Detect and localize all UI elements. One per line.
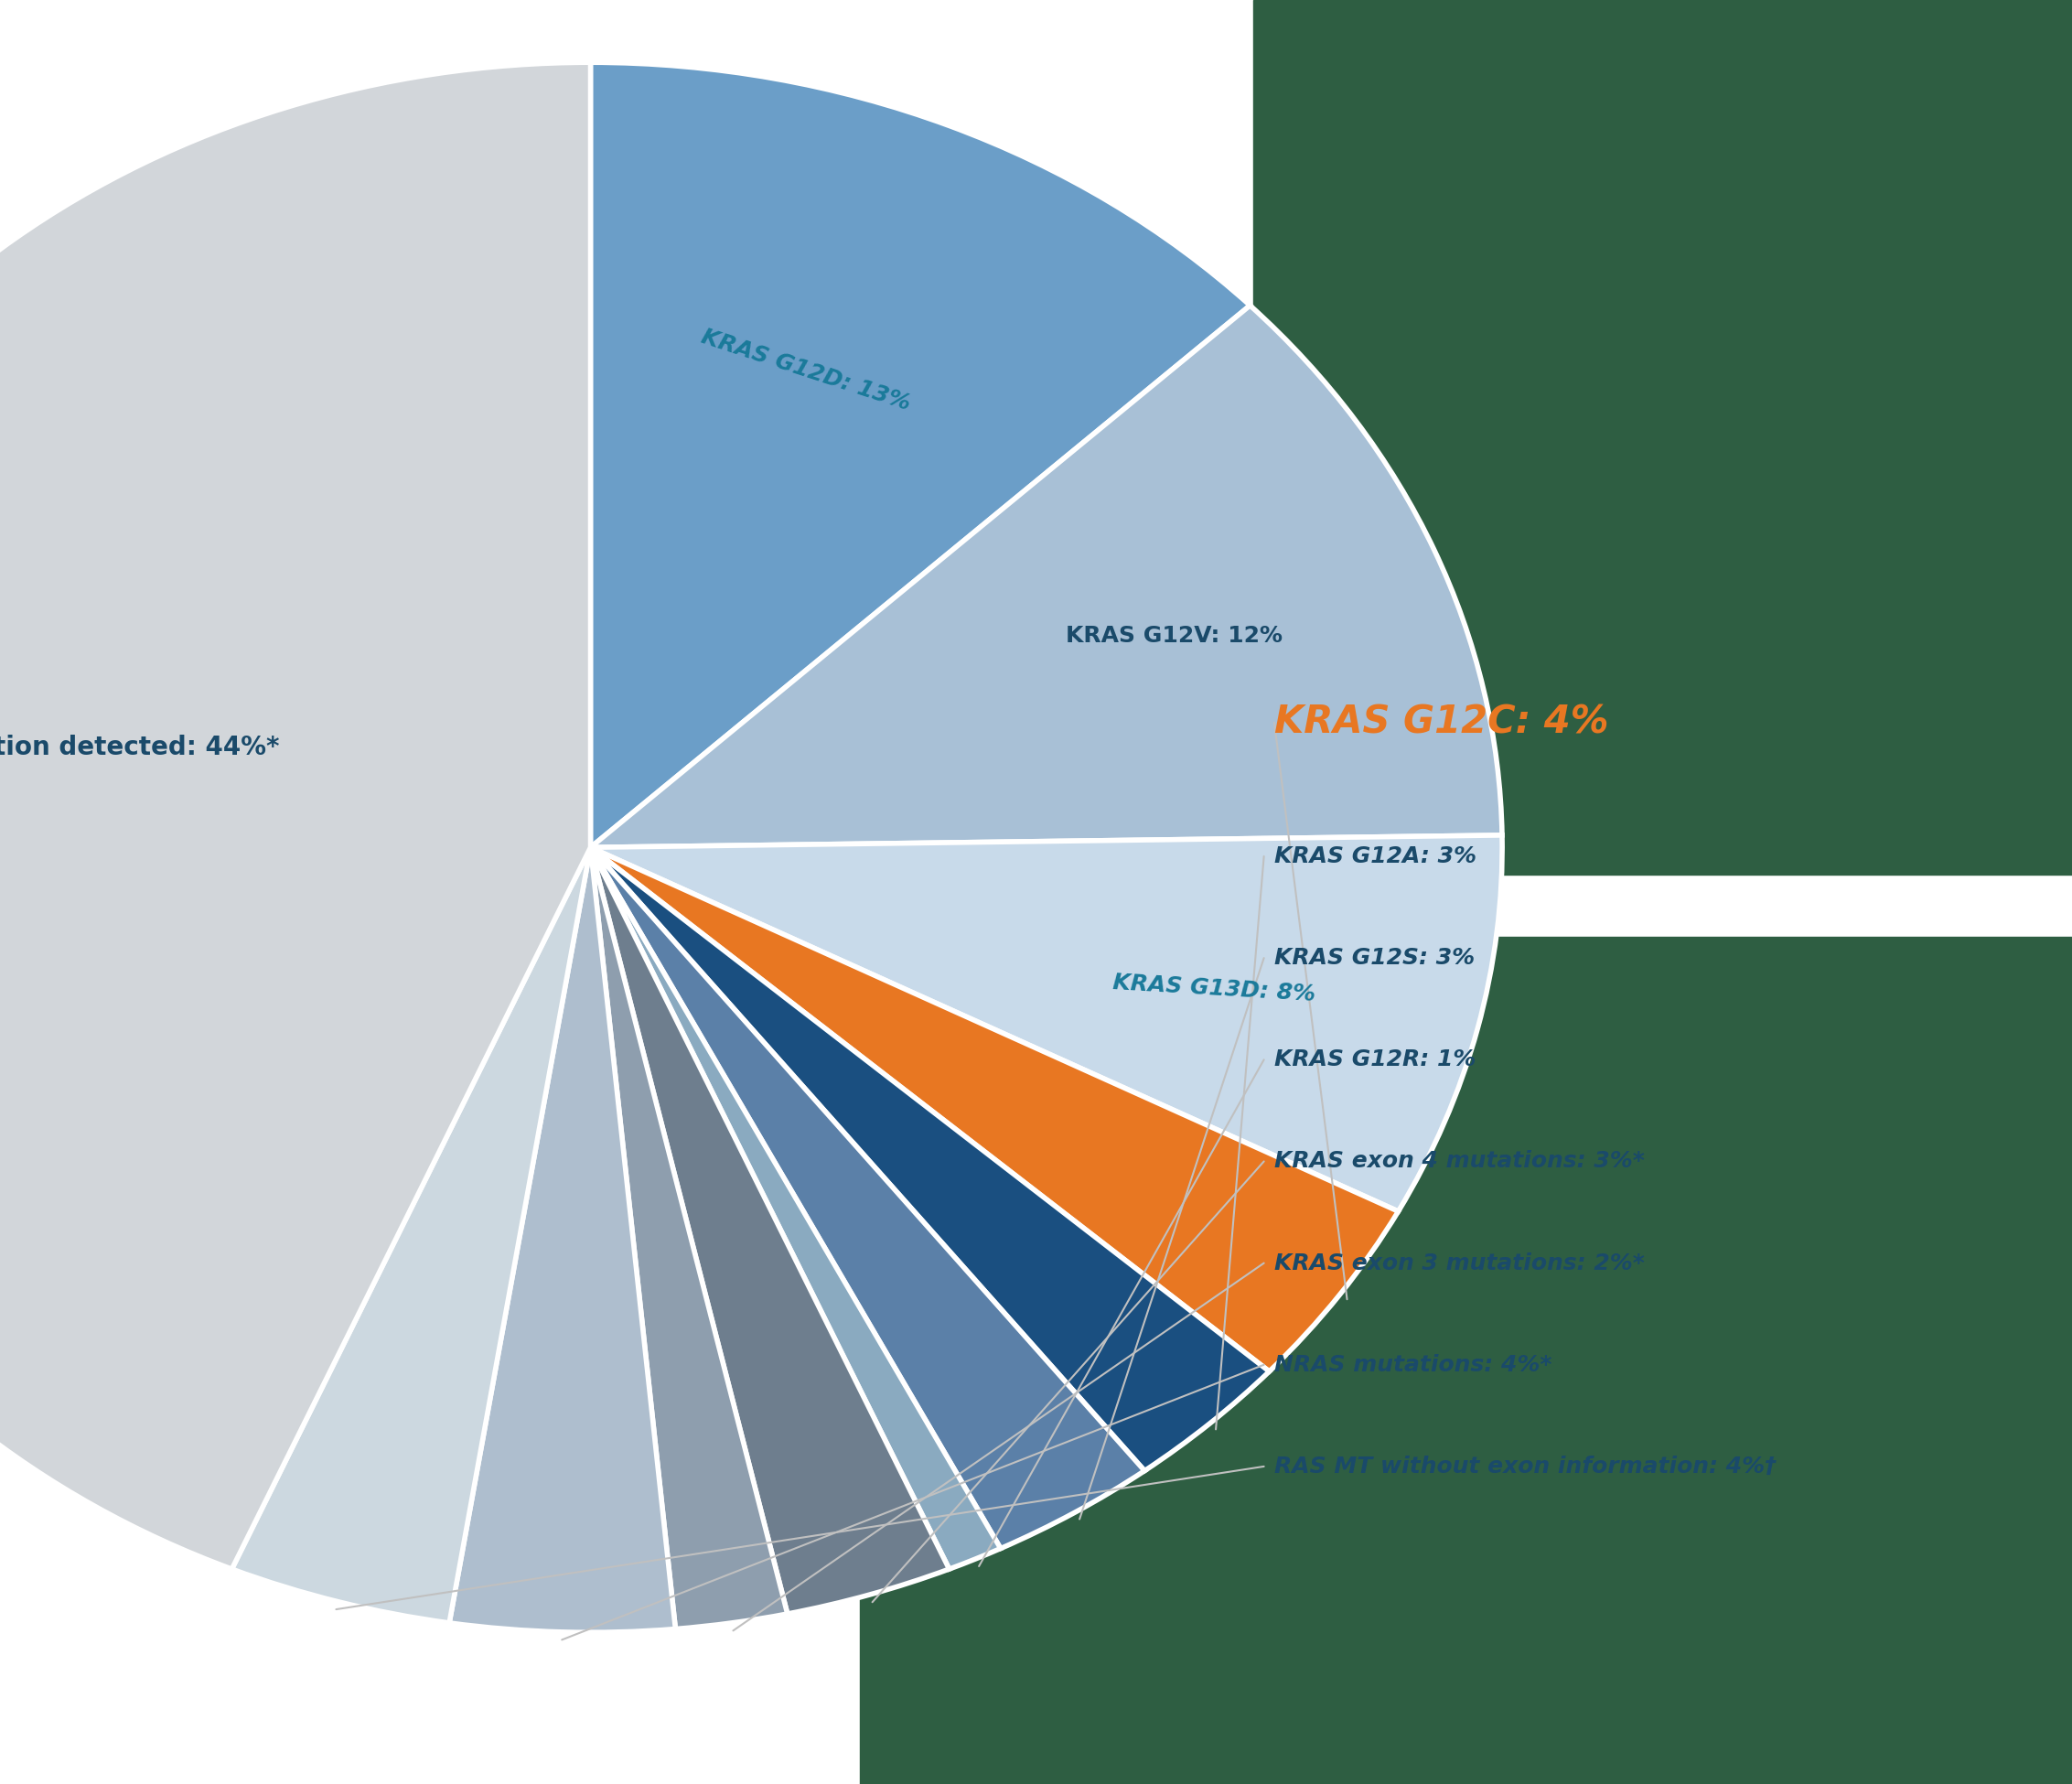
Wedge shape (450, 847, 675, 1632)
Text: KRAS G13D: 8%: KRAS G13D: 8% (1113, 972, 1316, 1006)
Text: KRAS G12S: 3%: KRAS G12S: 3% (1274, 947, 1475, 969)
Wedge shape (591, 305, 1502, 847)
Bar (1254, 0, 2072, 874)
Wedge shape (591, 847, 949, 1615)
Text: RAS MT without exon information: 4%†: RAS MT without exon information: 4%† (1274, 1456, 1776, 1477)
Wedge shape (591, 835, 1502, 1211)
Wedge shape (0, 62, 591, 1570)
Text: KRAS exon 3 mutations: 2%*: KRAS exon 3 mutations: 2%* (1274, 1252, 1645, 1274)
Wedge shape (591, 847, 1144, 1549)
Bar (860, 937, 2072, 1784)
Wedge shape (591, 847, 787, 1629)
Wedge shape (591, 62, 1249, 847)
Text: KRAS G12D: 13%: KRAS G12D: 13% (698, 325, 914, 414)
Text: KRAS G12C: 4%: KRAS G12C: 4% (1274, 703, 1608, 742)
Wedge shape (591, 847, 1270, 1470)
Wedge shape (591, 847, 1399, 1372)
Wedge shape (591, 847, 1001, 1570)
Text: KRAS exon 4 mutations: 3%*: KRAS exon 4 mutations: 3%* (1274, 1151, 1645, 1172)
Text: KRAS G12V: 12%: KRAS G12V: 12% (1067, 624, 1283, 648)
Wedge shape (232, 847, 591, 1623)
Text: No RAS mutation detected: 44%*: No RAS mutation detected: 44%* (0, 735, 280, 760)
Text: KRAS G12R: 1%: KRAS G12R: 1% (1274, 1049, 1475, 1070)
Text: KRAS G12A: 3%: KRAS G12A: 3% (1274, 846, 1477, 867)
Text: NRAS mutations: 4%*: NRAS mutations: 4%* (1274, 1354, 1552, 1375)
